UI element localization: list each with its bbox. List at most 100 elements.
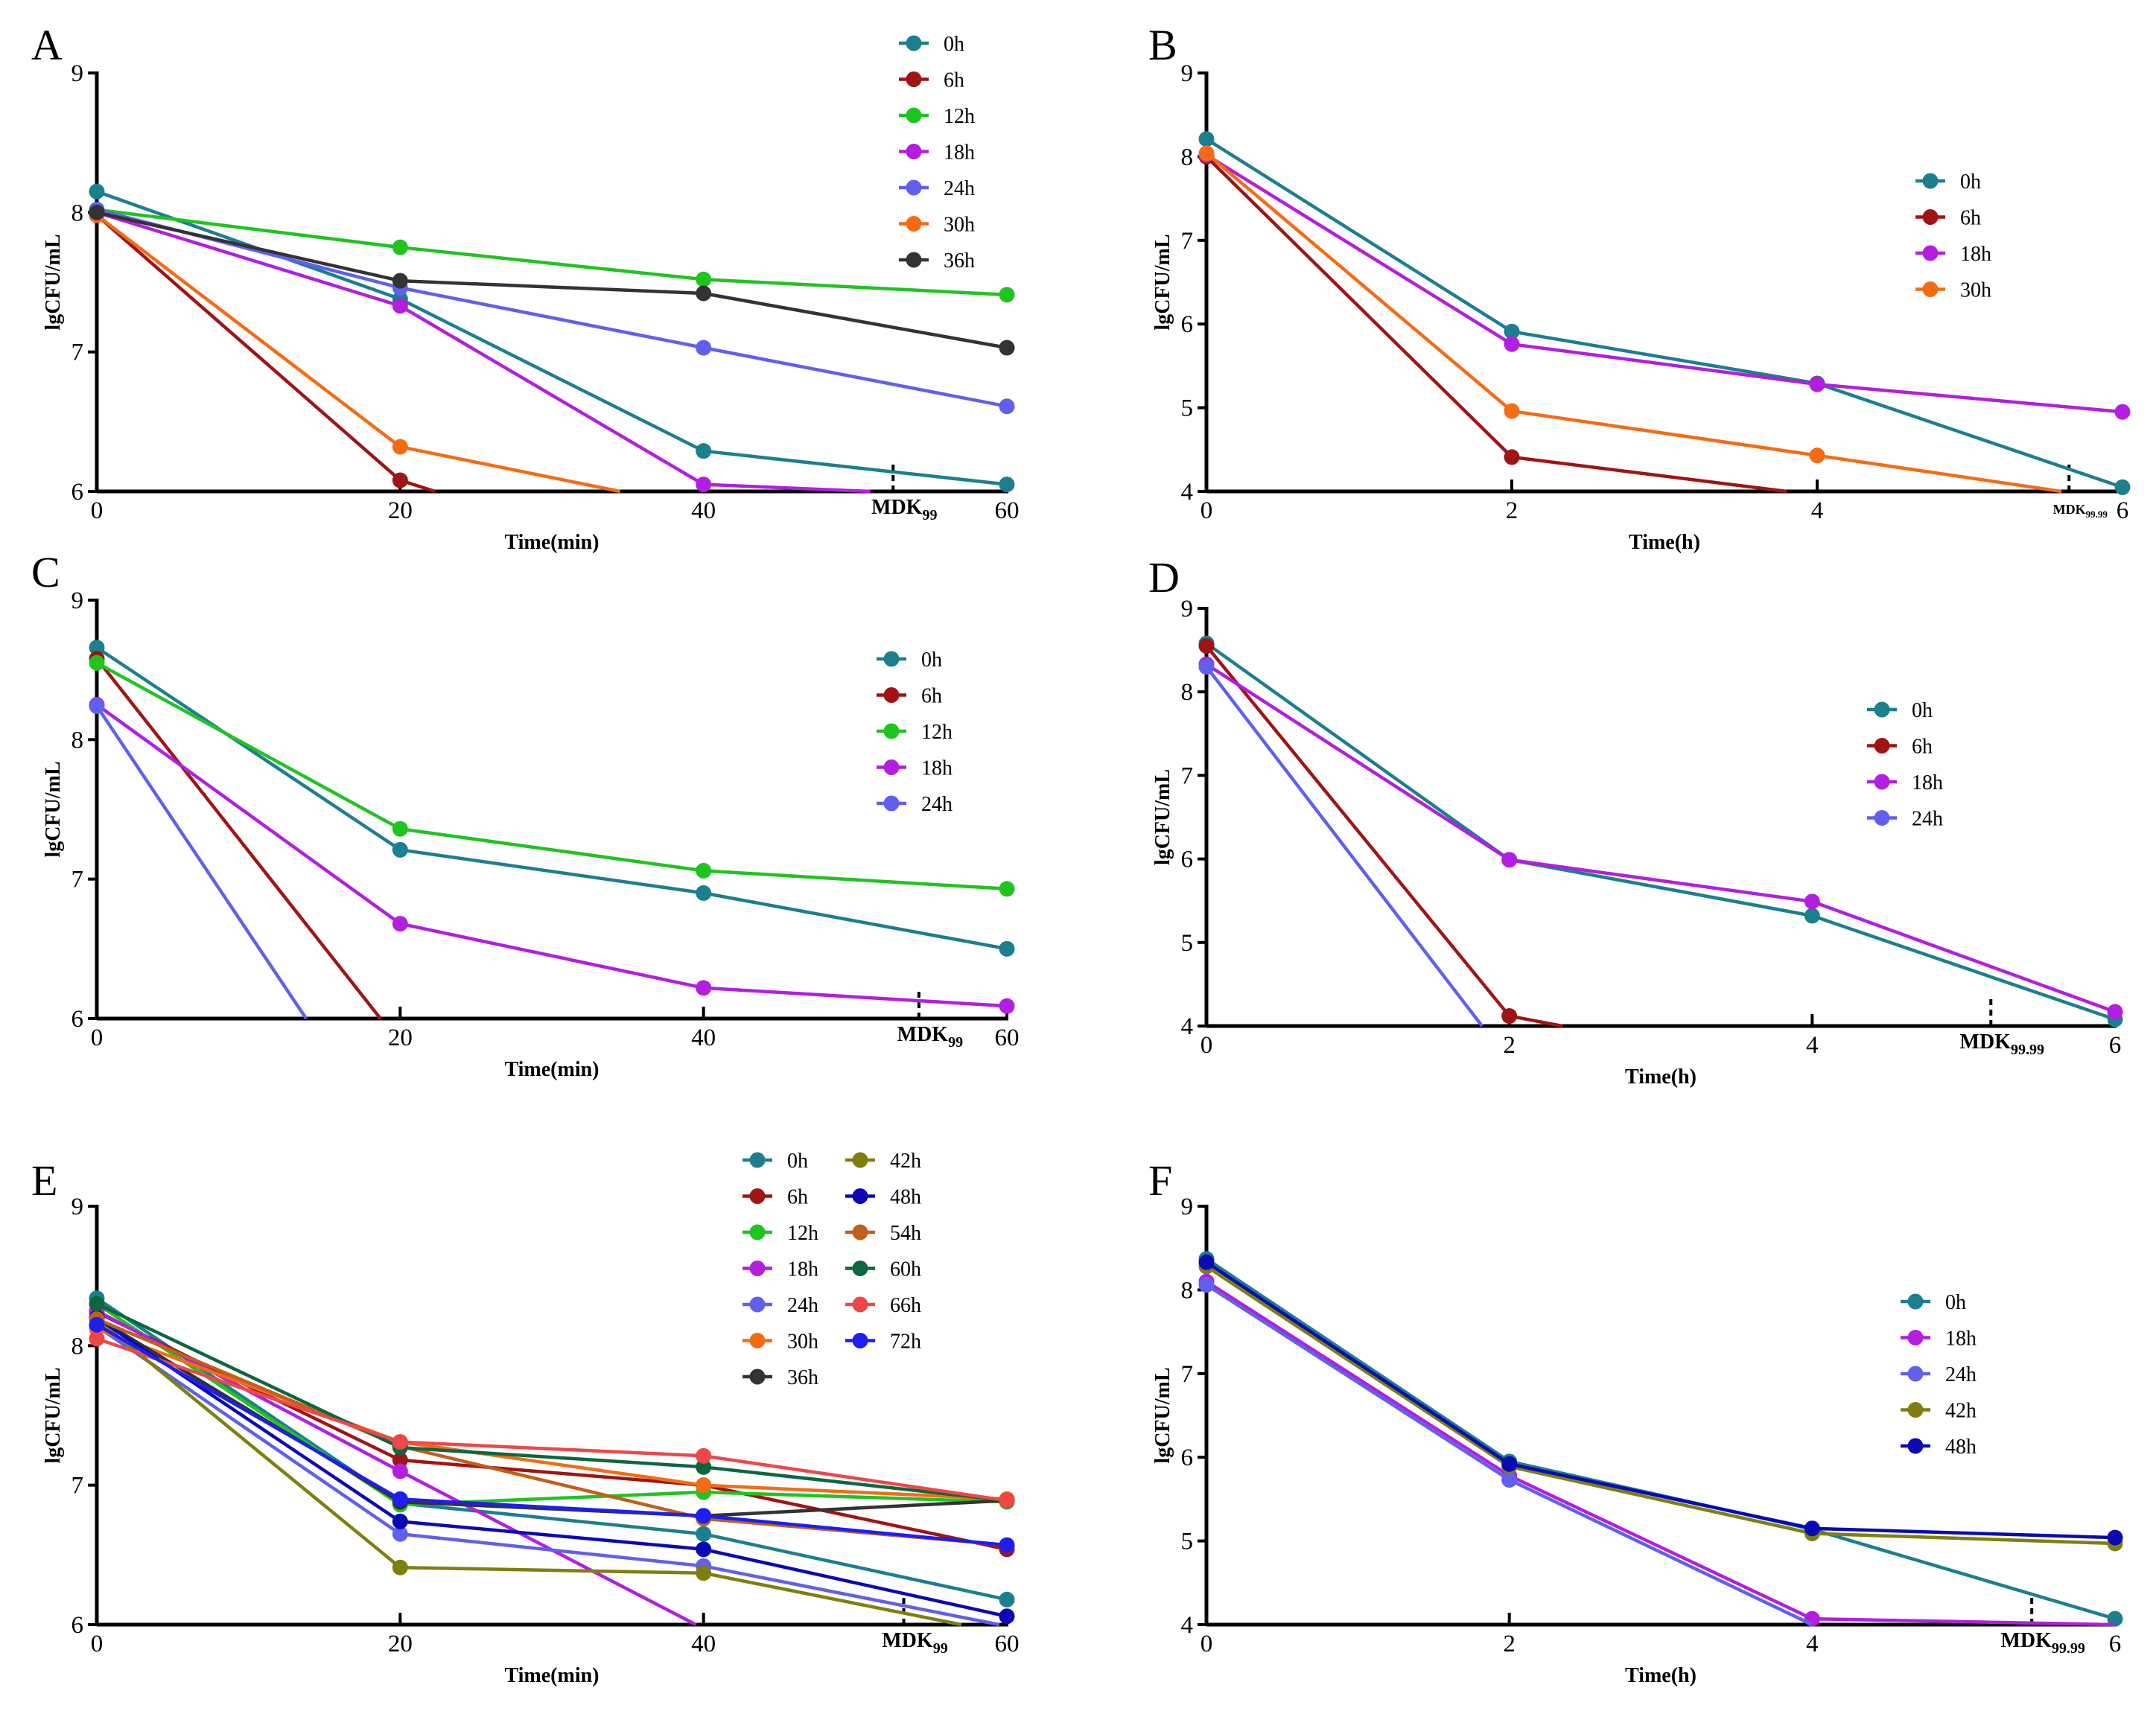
legend-label: 30h (1960, 279, 1991, 302)
legend-label: 24h (787, 1294, 818, 1317)
series-line-0h (96, 190, 1008, 486)
legend-label: 24h (1912, 808, 1943, 831)
legend-label: 0h (944, 33, 964, 56)
data-point-24h (696, 340, 712, 356)
chart-panel-b: B 4 5 6 7 8 9 0 2 4 6 Time(h) lgCFU/mL MDK99.99 0h 6h 18… (1148, 21, 2131, 554)
data-point-18h (392, 298, 408, 314)
data-point-18h (1804, 893, 1820, 910)
data-point-24h (89, 698, 105, 714)
x-tick-label: 20 (388, 1025, 413, 1051)
legend-label: 60h (890, 1258, 921, 1281)
data-point-0h (696, 443, 712, 459)
legend-swatch-marker (852, 1333, 868, 1348)
data-point-48h (1501, 1456, 1518, 1472)
data-point-48h (1198, 1254, 1215, 1270)
y-tick-label: 7 (71, 1473, 84, 1500)
data-point-18h (1504, 336, 1520, 352)
y-tick-label: 6 (71, 1612, 84, 1639)
series-line-30h (95, 214, 621, 494)
legend-swatch-marker (1874, 810, 1890, 826)
data-point-36h (89, 204, 105, 220)
series-line-6h (95, 657, 382, 1020)
data-point-66h (392, 1434, 408, 1450)
y-tick-label: 6 (1181, 847, 1194, 873)
legend-swatch-marker (883, 651, 900, 667)
legend-label: 18h (787, 1258, 818, 1281)
data-point-12h (999, 287, 1015, 303)
x-tick-label: 0 (1201, 1631, 1213, 1657)
data-point-30h (696, 1477, 712, 1494)
series-line-24h (96, 208, 1008, 408)
x-tick-label: 6 (2109, 1032, 2122, 1059)
series-line-66h (96, 1337, 1008, 1503)
y-tick-label: 6 (1181, 1444, 1194, 1471)
data-point-24h (392, 1526, 408, 1542)
legend-swatch-marker (852, 1152, 868, 1168)
legend-swatch-marker (749, 1224, 766, 1240)
data-point-24h (1198, 1277, 1215, 1293)
series-line-12h (95, 1302, 1008, 1507)
x-tick-label: 2 (1503, 1631, 1516, 1657)
legend-label: 0h (1945, 1291, 1966, 1314)
series-line-18h (96, 211, 871, 494)
y-axis-title: lgCFU/mL (1151, 1367, 1174, 1463)
y-tick-label: 4 (1181, 479, 1194, 506)
data-point-0h (2107, 1611, 2123, 1627)
legend-label: 24h (944, 177, 975, 200)
chart-panel-f: F 4 5 6 7 8 9 0 2 4 6 Time(h) lgCFU/mL MDK99.99 0h 18h 2… (1148, 1156, 2123, 1687)
chart-panel-c: C 6 7 8 9 0 20 40 60 Time(min) lgCFU/mL MDK99 0h 6h 12… (31, 548, 1020, 1081)
data-point-36h (392, 273, 408, 289)
legend-label: 30h (787, 1331, 818, 1354)
y-tick-label: 7 (1181, 1361, 1194, 1388)
legend-label: 42h (890, 1150, 921, 1173)
legend-swatch-marker (1907, 1330, 1924, 1345)
legend-swatch-marker (906, 71, 922, 87)
y-tick-label: 7 (1181, 762, 1194, 789)
y-axis-title: lgCFU/mL (1151, 234, 1174, 330)
legend-swatch-marker (883, 723, 900, 739)
mdk-label: MDK99.99 (2053, 502, 2108, 520)
series-line-42h (95, 1317, 962, 1627)
series-line-24h (95, 1325, 1000, 1627)
legend-swatch-marker (749, 1296, 766, 1313)
y-axis-title: lgCFU/mL (42, 234, 65, 330)
x-tick-label: 0 (1201, 1032, 1213, 1059)
data-point-60h (89, 1296, 105, 1312)
data-point-30h (1504, 403, 1520, 419)
data-point-24h (1501, 1472, 1518, 1488)
series-line-0h (1205, 137, 2123, 489)
data-point-48h (696, 1541, 712, 1558)
legend: 0h 18h 24h 42h 48h (1901, 1291, 1977, 1459)
x-axis-title: Time(h) (1625, 1065, 1697, 1089)
legend-swatch-marker (883, 759, 900, 775)
data-point-30h (1198, 145, 1215, 162)
series-line-6h (1205, 645, 1563, 1028)
data-point-18h (2114, 404, 2131, 420)
data-point-48h (2107, 1529, 2123, 1546)
legend-label: 72h (890, 1331, 921, 1354)
series-line-30h (1205, 152, 2062, 494)
y-tick-label: 7 (71, 867, 84, 893)
legend-swatch-marker (1874, 701, 1890, 718)
x-tick-label: 2 (1506, 497, 1519, 524)
legend-swatch-marker (906, 35, 922, 51)
legend-label: 6h (944, 69, 964, 92)
data-point-0h (999, 477, 1015, 493)
legend-label: 18h (1945, 1328, 1977, 1351)
data-point-66h (696, 1447, 712, 1464)
x-axis-title: Time(h) (1625, 1664, 1697, 1687)
series-line-36h (96, 211, 1008, 350)
legend-label: 48h (1945, 1436, 1977, 1459)
series-line-18h (1205, 1280, 2116, 1627)
legend-swatch-marker (749, 1152, 766, 1168)
series-line-72h (95, 1323, 1008, 1547)
y-tick-label: 8 (71, 200, 84, 226)
series-line-42h (1205, 1265, 2116, 1546)
series-line-24h (1205, 666, 1484, 1028)
data-point-30h (1809, 447, 1825, 464)
series-line-18h (1205, 663, 2116, 1014)
legend-swatch-marker (906, 179, 922, 196)
series-line-30h (96, 1327, 1008, 1501)
panel-letter: D (1148, 553, 1180, 602)
y-tick-label: 4 (1181, 1612, 1194, 1639)
